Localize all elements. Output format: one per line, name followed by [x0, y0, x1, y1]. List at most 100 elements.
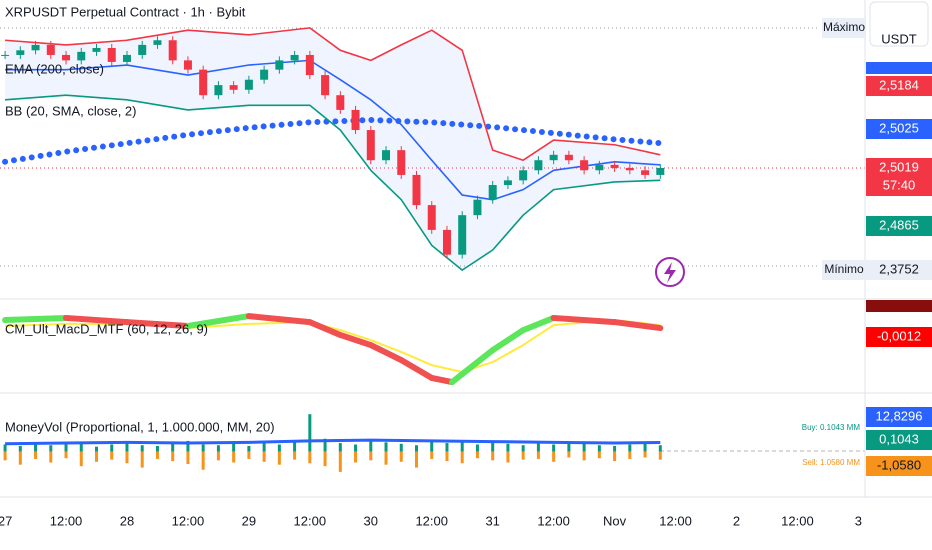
volume-bar	[491, 451, 495, 461]
volume-bar	[415, 445, 419, 452]
price-value: 2,5019	[879, 159, 919, 174]
x-tick-label: 28	[120, 513, 134, 528]
volume-bar	[323, 451, 327, 467]
volume-bar	[384, 451, 388, 465]
candle	[214, 85, 223, 96]
x-tick-label: 12:00	[50, 513, 83, 528]
volume-bar	[79, 451, 83, 467]
volume-bar	[140, 445, 144, 452]
macd-segment	[184, 313, 252, 329]
volume-bar	[293, 441, 297, 452]
candle	[519, 170, 528, 181]
candle	[1, 54, 10, 56]
low-label: Mínimo	[824, 262, 864, 276]
currency-button[interactable]	[869, 1, 929, 47]
x-tick-label: 29	[242, 513, 256, 528]
volume-bar	[216, 445, 220, 452]
high-badge	[822, 18, 866, 38]
candle	[62, 54, 71, 61]
candle	[488, 184, 497, 200]
candle	[534, 160, 543, 171]
candle	[183, 60, 192, 70]
volume-bar	[369, 451, 373, 461]
price-pane	[0, 27, 865, 271]
low-value: 2,3752	[879, 261, 919, 276]
low-badge	[822, 260, 866, 280]
macd-segment	[245, 313, 313, 326]
x-tick-label: Nov	[603, 513, 627, 528]
volume-bar	[521, 445, 525, 452]
candle	[503, 180, 512, 185]
badge-hidden	[866, 62, 932, 74]
volume-bar	[18, 445, 22, 452]
volume-bar	[262, 451, 266, 462]
candle	[625, 167, 634, 171]
volume-bar	[597, 445, 601, 452]
volume-bar	[95, 451, 99, 462]
volume-bar	[475, 451, 479, 459]
ema-value: 2,5025	[879, 120, 919, 135]
volume-bar	[582, 451, 586, 461]
volume-bar	[354, 451, 358, 463]
candle	[473, 199, 482, 216]
vol-ma-badge	[866, 407, 932, 427]
candle	[610, 164, 619, 168]
line	[5, 94, 661, 271]
volume-bar	[140, 451, 144, 468]
volume-bar	[354, 444, 358, 452]
currency-label: USDT	[881, 31, 916, 46]
volume-bar	[567, 441, 571, 452]
volume-bar	[460, 451, 464, 464]
candle	[290, 54, 299, 61]
bb-lower-badge	[866, 216, 932, 236]
volume-bar	[171, 443, 175, 452]
legend-entry: EMA (200, close)	[5, 61, 104, 76]
volume-bar	[155, 445, 159, 452]
low-value-badge	[866, 260, 932, 280]
badge-hidden	[866, 300, 932, 312]
volume-bar	[613, 445, 617, 452]
volume-bar	[521, 451, 525, 460]
bb-lower-value: 2,4865	[879, 217, 919, 232]
volume-bar	[552, 451, 556, 462]
volume-bar	[338, 443, 342, 452]
candle	[351, 109, 360, 131]
lightning-icon[interactable]	[655, 257, 685, 287]
volume-bar	[445, 451, 449, 462]
icon-bolt	[664, 262, 676, 283]
ema-badge	[866, 119, 932, 139]
sell-annotation: Sell: 1.0580 MM	[802, 458, 860, 467]
volume-bar	[3, 451, 7, 461]
volume-bar	[34, 443, 38, 452]
volume-bar	[125, 442, 129, 452]
volume-bar	[247, 445, 251, 452]
symbol-title: XRPUSDT Perpetual Contract · 1h · Bybit	[5, 4, 246, 19]
volume-bar	[232, 443, 236, 452]
x-tick-label: 30	[364, 513, 378, 528]
volume-bar	[49, 451, 53, 463]
macd-segment	[367, 342, 405, 364]
candle	[595, 164, 604, 171]
candle	[122, 54, 131, 62]
volume-bar	[34, 451, 38, 459]
volume-bar	[536, 443, 540, 452]
candle	[168, 40, 177, 61]
candle	[336, 95, 345, 110]
vol-ma-value: 12,8296	[876, 408, 923, 423]
candle	[382, 150, 391, 161]
candle	[153, 40, 162, 45]
candle	[564, 154, 573, 161]
volume-bar	[18, 451, 22, 465]
macd-segment	[489, 327, 527, 354]
macd-segment	[550, 314, 618, 326]
x-tick-label: 12:00	[172, 513, 205, 528]
candle	[199, 69, 208, 96]
candle	[77, 51, 86, 61]
macd-badge	[866, 327, 932, 347]
candle	[107, 47, 116, 62]
volume-bar	[186, 440, 190, 452]
volume-bar	[658, 451, 662, 460]
candle	[366, 130, 375, 161]
volume-bar	[95, 446, 99, 452]
macd-segment	[398, 357, 435, 381]
